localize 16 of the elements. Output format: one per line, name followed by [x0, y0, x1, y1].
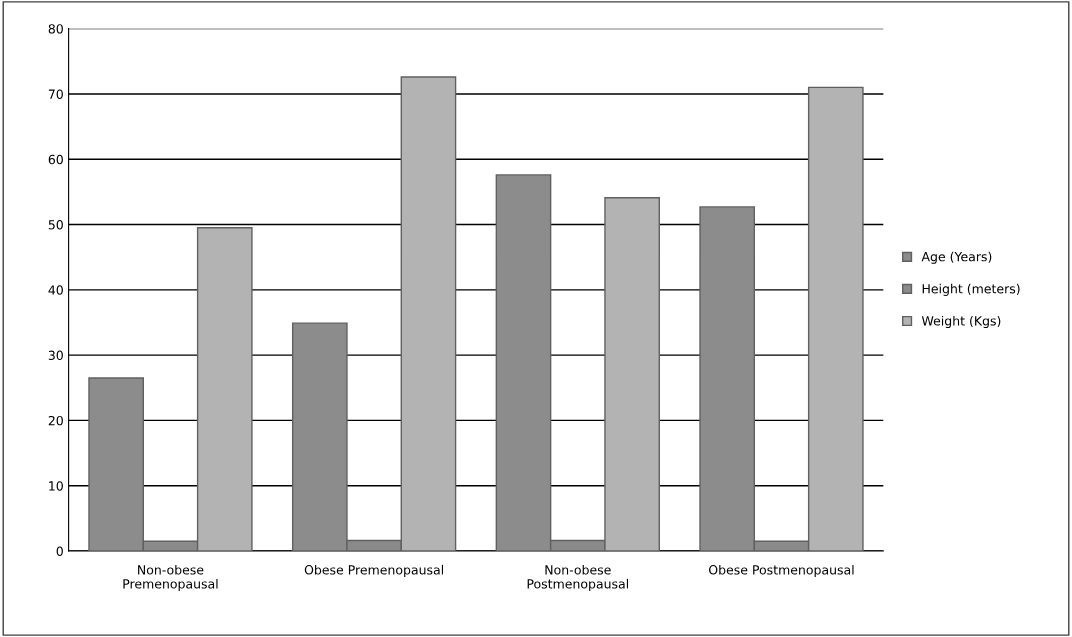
y-tick-label: 20: [48, 415, 63, 426]
y-tick-label: 50: [48, 220, 63, 230]
legend-label: Weight (Kgs): [921, 315, 1001, 328]
y-tick-label: 60: [48, 154, 63, 165]
legend-label: Age (Years): [921, 251, 992, 264]
y-tick-label: 40: [48, 285, 63, 295]
y-tick-label: 10: [49, 481, 63, 491]
y-tick-label: 80: [48, 24, 63, 34]
y-tick-label: 30: [48, 350, 63, 361]
x-tick-label: Obese Postmenopausal: [709, 564, 854, 577]
y-tick-label: 70: [48, 89, 63, 99]
x-tick-label: Non-obese Postmenopausal: [527, 564, 629, 591]
x-tick-label: Obese Premenopausal: [304, 564, 444, 577]
legend-label: Height (meters): [922, 283, 1020, 296]
x-tick-label: Non-obese Premenopausal: [123, 564, 218, 591]
y-tick-label: 0: [56, 546, 63, 556]
